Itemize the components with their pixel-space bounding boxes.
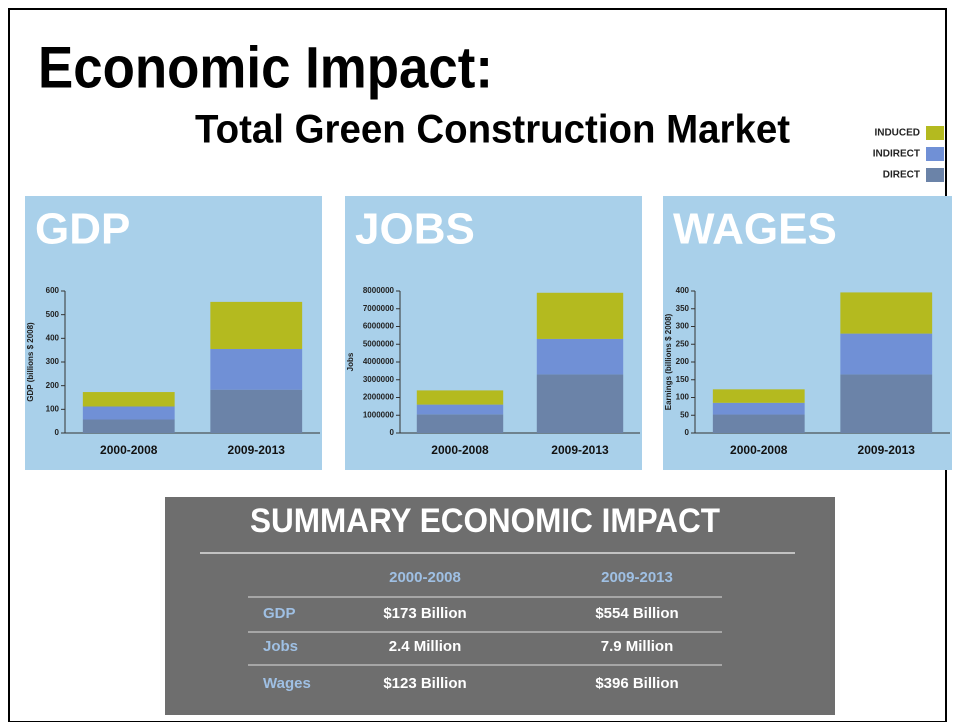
y-tick-label: 100 <box>46 404 60 413</box>
y-tick-label: 4000000 <box>363 357 395 366</box>
bar-segment <box>712 414 805 433</box>
table-cell: $396 Billion <box>595 675 678 692</box>
x-tick-label: 2009-2013 <box>858 443 916 457</box>
bar-segment <box>210 389 303 433</box>
chart-title: GDP <box>35 205 130 254</box>
table-cell: 2.4 Million <box>389 638 462 655</box>
y-tick-label: 6000000 <box>363 322 395 331</box>
y-tick-label: 150 <box>676 375 690 384</box>
chart-title: WAGES <box>673 205 837 254</box>
bar-segment <box>82 419 175 433</box>
y-tick-label: 3000000 <box>363 375 395 384</box>
x-tick-label: 2009-2013 <box>551 443 609 457</box>
bar-segment <box>416 414 504 433</box>
y-tick-label: 5000000 <box>363 339 395 348</box>
table-cell: 7.9 Million <box>601 638 674 655</box>
y-tick-label: 300 <box>46 357 60 366</box>
y-tick-label: 2000000 <box>363 393 395 402</box>
table-cell: $173 Billion <box>383 605 466 622</box>
row-label: Wages <box>263 675 311 692</box>
y-tick-label: 100 <box>676 393 690 402</box>
y-tick-label: 0 <box>55 428 60 437</box>
slide-subtitle: Total Green Construction Market <box>195 108 790 152</box>
y-tick-label: 200 <box>46 381 60 390</box>
bar-segment <box>82 406 175 420</box>
y-tick-label: 250 <box>676 339 690 348</box>
y-tick-label: 600 <box>46 286 60 295</box>
bar-segment <box>536 292 624 339</box>
y-tick-label: 350 <box>676 304 690 313</box>
legend-label: INDUCED <box>874 128 920 139</box>
y-tick-label: 400 <box>46 333 60 342</box>
y-tick-label: 0 <box>685 428 690 437</box>
x-tick-label: 2000-2008 <box>431 443 489 457</box>
row-label: Jobs <box>263 638 298 655</box>
table-title: SUMMARY ECONOMIC IMPACT <box>250 502 720 540</box>
legend-label: INDIRECT <box>873 149 920 160</box>
bar-segment <box>840 333 933 375</box>
chart-title: JOBS <box>355 205 475 254</box>
column-header: 2009-2013 <box>601 569 673 586</box>
bar-segment <box>210 348 303 390</box>
bar-segment <box>712 402 805 415</box>
y-axis-label: Earnings (billions $ 2008) <box>664 313 673 410</box>
y-axis-label: GDP (billions $ 2008) <box>26 322 35 402</box>
legend-swatch <box>926 147 944 161</box>
bar-segment <box>840 374 933 433</box>
legend-swatch <box>926 168 944 182</box>
bar-segment <box>210 301 303 349</box>
column-header: 2000-2008 <box>389 569 461 586</box>
y-tick-label: 8000000 <box>363 286 395 295</box>
summary-box <box>165 497 835 715</box>
y-tick-label: 7000000 <box>363 304 395 313</box>
bar-segment <box>82 392 175 407</box>
legend-swatch <box>926 126 944 140</box>
table-cell: $554 Billion <box>595 605 678 622</box>
y-tick-label: 500 <box>46 310 60 319</box>
bar-segment <box>536 374 624 433</box>
y-tick-label: 200 <box>676 357 690 366</box>
table-cell: $123 Billion <box>383 675 466 692</box>
bar-segment <box>840 292 933 334</box>
bar-segment <box>712 389 805 403</box>
y-tick-label: 50 <box>680 410 689 419</box>
x-tick-label: 2000-2008 <box>730 443 788 457</box>
y-axis-label: Jobs <box>346 352 355 371</box>
bar-segment <box>416 390 504 405</box>
legend-label: DIRECT <box>883 170 920 181</box>
x-tick-label: 2000-2008 <box>100 443 158 457</box>
x-tick-label: 2009-2013 <box>228 443 286 457</box>
bar-segment <box>416 404 504 415</box>
y-tick-label: 400 <box>676 286 690 295</box>
y-tick-label: 0 <box>390 428 395 437</box>
slide-title: Economic Impact: <box>38 35 493 100</box>
y-tick-label: 300 <box>676 322 690 331</box>
y-tick-label: 1000000 <box>363 410 395 419</box>
row-label: GDP <box>263 605 296 622</box>
bar-segment <box>536 338 624 375</box>
